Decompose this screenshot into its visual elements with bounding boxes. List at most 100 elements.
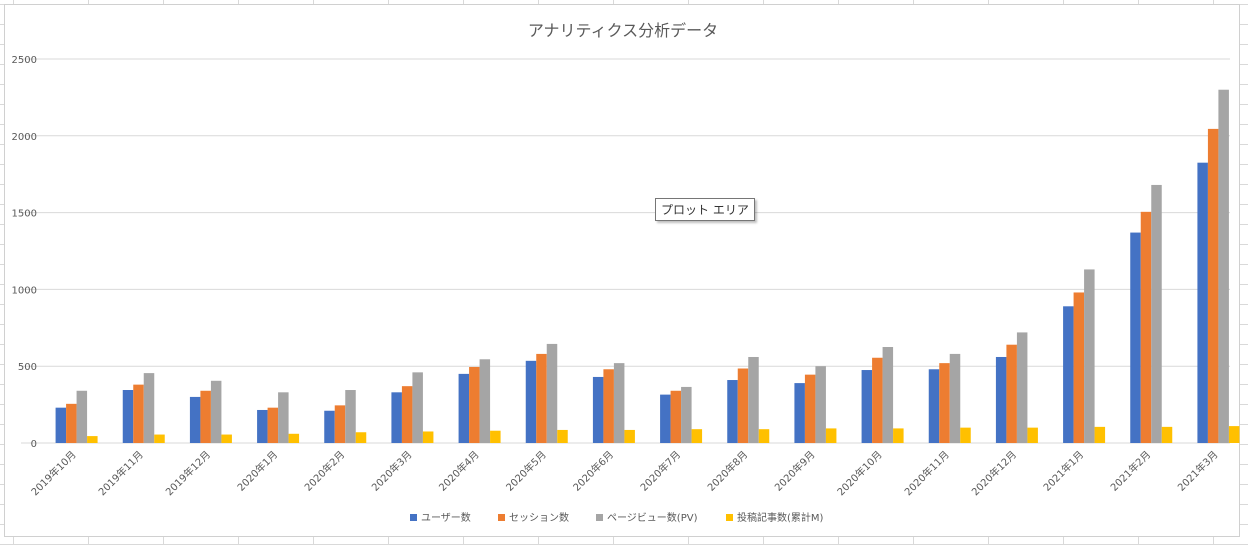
bar[interactable] xyxy=(143,373,155,443)
bar[interactable] xyxy=(257,409,268,443)
bar[interactable] xyxy=(1073,292,1085,443)
bar[interactable] xyxy=(479,359,491,443)
y-tick-label: 1000 xyxy=(12,285,37,296)
chart-area[interactable]: アナリティクス分析データ 0 500 1000 1500 2000 2500 2019年1… xyxy=(4,4,1240,537)
y-tick-label: 500 xyxy=(18,362,37,373)
legend-swatch xyxy=(596,514,603,521)
x-tick-label: 2020年3月 xyxy=(369,448,415,494)
bar[interactable] xyxy=(557,429,568,443)
legend[interactable]: ユーザー数 セッション数 ページビュー数(PV) 投稿記事数(累計M) xyxy=(410,511,824,524)
bar[interactable] xyxy=(1094,426,1106,443)
x-tick-label: 2019年12月 xyxy=(163,448,213,498)
bar[interactable] xyxy=(939,363,950,443)
bar[interactable] xyxy=(355,432,367,443)
bar[interactable] xyxy=(893,428,904,443)
bar[interactable] xyxy=(1084,269,1095,443)
bar[interactable] xyxy=(267,407,279,443)
bar[interactable] xyxy=(1228,426,1240,443)
gridlines xyxy=(21,58,1230,444)
bar[interactable] xyxy=(525,360,537,443)
bar[interactable] xyxy=(412,372,423,443)
x-axis-ticks: 2019年10月 2019年11月 2019年12月 2020年1月 2020年2月 20… xyxy=(28,448,1220,498)
bar[interactable] xyxy=(1016,332,1028,443)
bar[interactable] xyxy=(76,390,88,443)
y-tick-label: 1500 xyxy=(12,209,37,220)
bar[interactable] xyxy=(401,386,413,443)
bar[interactable] xyxy=(1006,344,1017,443)
bar[interactable] xyxy=(1197,162,1208,443)
bar[interactable] xyxy=(737,368,749,443)
bar[interactable] xyxy=(691,429,703,443)
bar[interactable] xyxy=(1161,426,1173,443)
legend-item[interactable]: セッション数 xyxy=(498,511,569,524)
bar[interactable] xyxy=(882,347,894,443)
bar[interactable] xyxy=(66,403,77,443)
bar[interactable] xyxy=(1027,427,1038,443)
y-axis-ticks: 0 500 1000 1500 2000 2500 xyxy=(12,55,37,450)
bar[interactable] xyxy=(1140,211,1152,443)
bar[interactable] xyxy=(995,356,1007,443)
bar[interactable] xyxy=(490,430,501,443)
bar[interactable] xyxy=(624,429,635,443)
y-tick-label: 0 xyxy=(31,439,37,450)
x-tick-label: 2020年7月 xyxy=(637,448,683,494)
bar[interactable] xyxy=(1130,232,1141,443)
bar[interactable] xyxy=(1151,184,1162,443)
x-tick-label: 2020年4月 xyxy=(436,448,482,494)
x-tick-label: 2019年11月 xyxy=(96,448,146,498)
bar[interactable] xyxy=(334,405,346,443)
bar[interactable] xyxy=(288,433,300,443)
bar[interactable] xyxy=(681,386,692,443)
bar[interactable] xyxy=(758,429,770,443)
bar[interactable] xyxy=(1207,128,1219,443)
bar[interactable] xyxy=(122,390,134,443)
bar[interactable] xyxy=(210,380,222,443)
bar[interactable] xyxy=(189,396,201,443)
bar[interactable] xyxy=(200,390,211,443)
legend-item[interactable]: ページビュー数(PV) xyxy=(596,511,698,524)
bar[interactable] xyxy=(1218,89,1229,443)
bar[interactable] xyxy=(458,373,470,443)
bar[interactable] xyxy=(391,392,402,443)
bar[interactable] xyxy=(469,366,480,443)
x-tick-label: 2021年3月 xyxy=(1175,448,1221,494)
bar[interactable] xyxy=(872,357,883,443)
bar[interactable] xyxy=(133,384,144,443)
plot-area-tooltip: プロット エリア xyxy=(655,198,755,221)
bar[interactable] xyxy=(546,343,558,443)
bar[interactable] xyxy=(154,434,165,443)
bar[interactable] xyxy=(87,436,98,443)
legend-item[interactable]: 投稿記事数(累計M) xyxy=(726,511,824,524)
bar[interactable] xyxy=(949,353,961,443)
bar[interactable] xyxy=(670,390,682,443)
legend-item[interactable]: ユーザー数 xyxy=(410,511,471,524)
bar[interactable] xyxy=(592,376,604,443)
bar[interactable] xyxy=(660,394,671,443)
x-tick-label: 2020年2月 xyxy=(302,448,348,494)
bar[interactable] xyxy=(748,356,759,443)
bar[interactable] xyxy=(1063,306,1074,443)
bar[interactable] xyxy=(221,434,232,443)
bar[interactable] xyxy=(613,363,625,443)
bar[interactable] xyxy=(928,369,940,443)
y-tick-label: 2000 xyxy=(12,132,37,143)
bar[interactable] xyxy=(422,431,434,443)
bar[interactable] xyxy=(536,353,547,443)
bar[interactable] xyxy=(794,383,805,443)
bar[interactable] xyxy=(345,390,356,443)
bar[interactable] xyxy=(727,380,738,443)
bar[interactable] xyxy=(804,374,816,443)
chart-title: アナリティクス分析データ xyxy=(528,21,718,40)
bar[interactable] xyxy=(825,428,837,443)
bar[interactable] xyxy=(960,427,971,443)
plot-area[interactable] xyxy=(55,89,1240,443)
bar[interactable] xyxy=(324,410,335,443)
bar[interactable] xyxy=(278,392,289,443)
legend-label: セッション数 xyxy=(509,511,569,524)
bar[interactable] xyxy=(55,407,67,443)
x-tick-label: 2021年1月 xyxy=(1040,448,1086,494)
bar[interactable] xyxy=(861,370,873,443)
bar[interactable] xyxy=(815,366,826,443)
x-tick-label: 2020年5月 xyxy=(503,448,549,494)
bar[interactable] xyxy=(603,369,614,443)
